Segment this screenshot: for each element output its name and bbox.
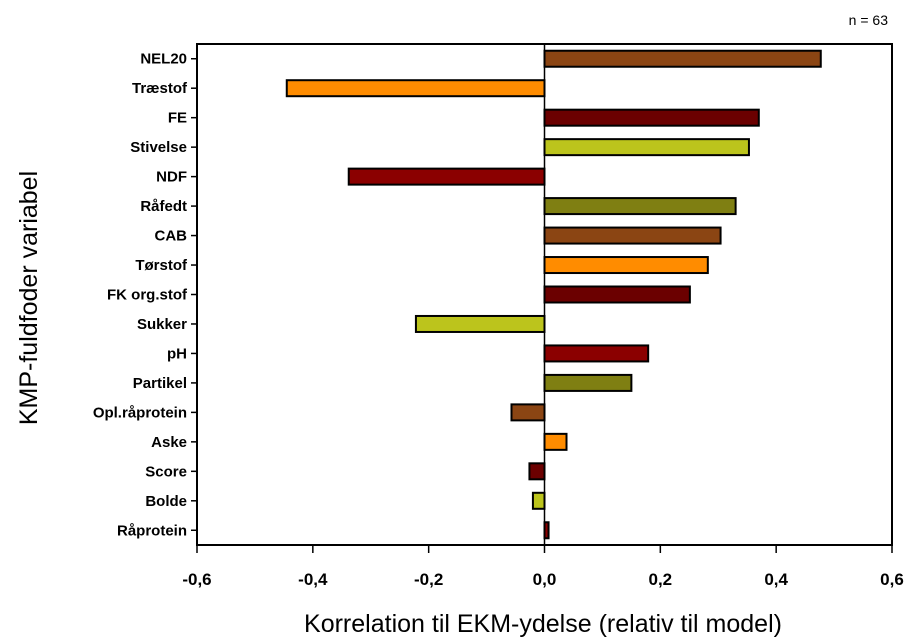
- category-label: Bolde: [145, 493, 187, 510]
- category-label: Råfedt: [140, 198, 187, 215]
- category-label: pH: [167, 345, 187, 362]
- category-label: Træstof: [132, 80, 188, 97]
- category-label: FK org.stof: [107, 287, 188, 304]
- ticks-group: [191, 57, 893, 553]
- bar-fe: [543, 108, 760, 127]
- category-label: NDF: [156, 169, 187, 186]
- bar-score: [528, 462, 546, 481]
- category-label: Score: [145, 463, 187, 480]
- bar-træstof: [285, 79, 546, 98]
- bar-ph: [543, 344, 650, 363]
- category-label: Opl.råprotein: [93, 404, 187, 421]
- bar-bolde: [531, 491, 546, 510]
- x-tick-label: 0,6: [880, 570, 904, 589]
- bar-fk-org-stof: [543, 285, 691, 304]
- x-axis-title: Korrelation til EKM-ydelse (relativ til …: [304, 610, 782, 638]
- category-label: Sukker: [137, 316, 187, 333]
- bar-stivelse: [543, 138, 750, 157]
- x-tick-label: 0,0: [533, 570, 557, 589]
- x-tick-label: -0,4: [298, 570, 328, 589]
- bar-sukker: [414, 314, 546, 333]
- category-label: Stivelse: [130, 139, 187, 156]
- category-label: NEL20: [140, 51, 187, 68]
- bar-cab: [543, 226, 722, 245]
- bar-ndf: [347, 167, 546, 186]
- bar-tørstof: [543, 256, 709, 275]
- tick-labels-group: -0,6 -0,4 -0,2 0,0 0,2 0,4 0,6: [182, 570, 903, 589]
- bar-råfedt: [543, 197, 737, 216]
- bar-opl-råprotein: [510, 403, 546, 422]
- category-labels-group: NEL20 Træstof FE Stivelse NDF Råfedt CAB Tørsto…: [93, 51, 188, 540]
- x-tick-label: 0,4: [764, 570, 788, 589]
- category-label: Råprotein: [117, 522, 187, 539]
- y-axis-title: KMP-fuldfoder variabel: [15, 171, 43, 425]
- category-label: FE: [168, 110, 187, 127]
- bars-group: [285, 49, 822, 540]
- bar-nel20: [543, 49, 822, 68]
- sample-size-note: n = 63: [849, 12, 889, 28]
- category-label: Aske: [151, 434, 187, 451]
- bar-aske: [543, 432, 568, 451]
- category-label: Tørstof: [135, 257, 188, 274]
- category-label: Partikel: [133, 375, 187, 392]
- category-label: CAB: [155, 228, 188, 245]
- x-tick-label: 0,2: [649, 570, 673, 589]
- x-tick-label: -0,6: [182, 570, 211, 589]
- x-tick-label: -0,2: [414, 570, 443, 589]
- bar-partikel: [543, 373, 633, 392]
